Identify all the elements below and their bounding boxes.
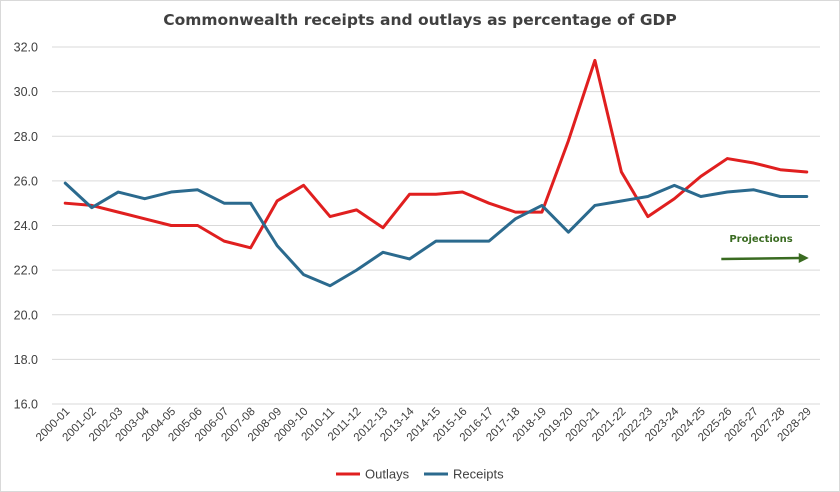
data-point-receipts — [646, 195, 649, 198]
data-point-receipts — [223, 202, 226, 205]
data-point-outlays — [726, 157, 729, 160]
series-line-outlays — [63, 58, 809, 250]
data-point-outlays — [779, 168, 782, 171]
data-point-receipts — [673, 184, 676, 187]
data-point-outlays — [567, 139, 570, 142]
y-tick-label: 32.0 — [14, 41, 38, 55]
y-tick-label: 18.0 — [14, 353, 38, 367]
data-point-receipts — [90, 206, 93, 209]
data-point-receipts — [540, 204, 543, 207]
data-point-receipts — [382, 251, 385, 254]
data-point-outlays — [355, 208, 358, 211]
projections-arrow — [721, 256, 801, 261]
data-point-receipts — [408, 257, 411, 260]
data-point-receipts — [117, 191, 120, 194]
projections-annotation: Projections — [721, 234, 809, 263]
data-point-outlays — [249, 246, 252, 249]
data-point-outlays — [699, 175, 702, 178]
y-tick-label: 30.0 — [14, 85, 38, 99]
y-tick-label: 24.0 — [14, 219, 38, 233]
gridlines — [52, 46, 820, 405]
data-point-receipts — [487, 240, 490, 243]
x-axis-tick-labels: 2000-012001-022002-032003-042004-052005-… — [34, 405, 814, 444]
data-point-outlays — [117, 211, 120, 214]
data-point-receipts — [805, 195, 808, 198]
data-point-outlays — [170, 224, 173, 227]
data-point-outlays — [408, 193, 411, 196]
data-point-outlays — [514, 211, 517, 214]
data-point-outlays — [302, 184, 305, 187]
data-point-receipts — [249, 202, 252, 205]
y-tick-label: 28.0 — [14, 130, 38, 144]
legend: Outlays Receipts — [336, 467, 504, 482]
data-point-receipts — [302, 273, 305, 276]
data-point-outlays — [276, 199, 279, 202]
y-axis-tick-labels: 16.0 18.0 20.0 22.0 24.0 26.0 28.0 30.0 32.0 — [14, 41, 38, 412]
data-point-receipts — [170, 191, 173, 194]
y-tick-label: 26.0 — [14, 174, 38, 188]
projections-arrowhead — [798, 252, 809, 263]
data-point-receipts — [567, 231, 570, 234]
data-point-outlays — [64, 202, 67, 205]
series-line-receipts — [63, 181, 809, 288]
data-point-receipts — [593, 204, 596, 207]
data-point-receipts — [514, 217, 517, 220]
data-point-receipts — [276, 244, 279, 247]
data-point-receipts — [355, 269, 358, 272]
data-point-receipts — [699, 195, 702, 198]
projections-label: Projections — [729, 234, 792, 245]
y-tick-label: 20.0 — [14, 308, 38, 322]
data-point-outlays — [593, 59, 596, 62]
chart-title: Commonwealth receipts and outlays as per… — [163, 11, 677, 29]
data-point-outlays — [143, 217, 146, 220]
data-point-outlays — [540, 211, 543, 214]
data-point-outlays — [487, 202, 490, 205]
data-point-receipts — [196, 188, 199, 191]
data-point-receipts — [64, 182, 67, 185]
data-point-receipts — [143, 197, 146, 200]
data-point-outlays — [382, 226, 385, 229]
data-point-receipts — [435, 240, 438, 243]
data-point-outlays — [461, 191, 464, 194]
series-lines — [63, 58, 809, 288]
data-point-outlays — [673, 197, 676, 200]
data-point-receipts — [726, 191, 729, 194]
data-point-outlays — [805, 170, 808, 173]
data-point-receipts — [329, 284, 332, 287]
data-point-receipts — [461, 240, 464, 243]
data-point-outlays — [223, 240, 226, 243]
data-point-outlays — [329, 215, 332, 218]
data-point-outlays — [752, 162, 755, 165]
data-point-outlays — [435, 193, 438, 196]
data-point-receipts — [620, 199, 623, 202]
data-point-receipts — [752, 188, 755, 191]
legend-label-outlays: Outlays — [365, 467, 410, 482]
data-point-outlays — [646, 215, 649, 218]
data-point-outlays — [196, 224, 199, 227]
legend-label-receipts: Receipts — [453, 467, 504, 482]
data-point-outlays — [620, 170, 623, 173]
y-tick-label: 22.0 — [14, 264, 38, 278]
data-point-receipts — [779, 195, 782, 198]
y-tick-label: 16.0 — [14, 398, 38, 412]
